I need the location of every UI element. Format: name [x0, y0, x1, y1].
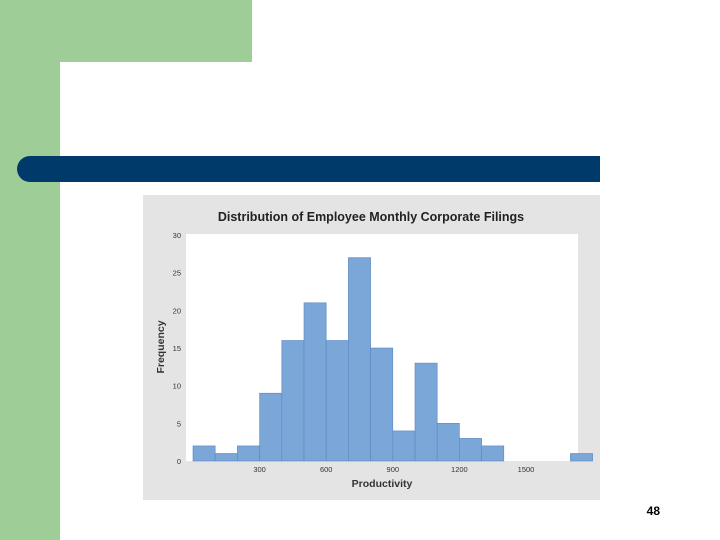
- y-tick-label: 10: [173, 382, 181, 391]
- x-axis-label: Productivity: [352, 478, 413, 490]
- histogram-bars: [192, 257, 593, 462]
- histogram-bar: [392, 430, 416, 462]
- x-tick-label: 300: [253, 465, 266, 474]
- x-tick-label: 900: [387, 465, 400, 474]
- top-accent-block: [0, 0, 252, 62]
- histogram-bar: [325, 340, 349, 462]
- title-bar: [17, 156, 600, 182]
- x-tick-label: 600: [320, 465, 333, 474]
- y-tick-label: 5: [177, 419, 181, 428]
- y-axis-label: Frequency: [155, 320, 167, 373]
- histogram-svg: Distribution of Employee Monthly Corpora…: [155, 210, 593, 490]
- histogram-bar: [370, 347, 394, 462]
- histogram-bar: [436, 423, 460, 462]
- y-tick-label: 15: [173, 344, 181, 353]
- x-tick-label: 1500: [518, 465, 535, 474]
- y-tick-label: 20: [173, 306, 181, 315]
- histogram-bar: [281, 340, 305, 462]
- x-tick-label: 1200: [451, 465, 468, 474]
- page-number: 48: [646, 504, 660, 518]
- chart-title: Distribution of Employee Monthly Corpora…: [218, 210, 524, 224]
- histogram-bar: [259, 392, 283, 462]
- histogram-bar: [414, 362, 438, 462]
- histogram-bar: [459, 438, 482, 462]
- histogram-bar: [237, 445, 260, 462]
- y-tick-labels: 0 5 10 15 20 25 30: [173, 231, 181, 466]
- histogram-bar: [348, 257, 371, 462]
- left-accent-strip: [0, 0, 60, 540]
- histogram-bar: [192, 445, 216, 462]
- y-tick-label: 30: [173, 231, 181, 240]
- y-tick-label: 0: [177, 457, 181, 466]
- histogram-bar: [214, 453, 238, 462]
- histogram-bar: [303, 302, 327, 462]
- histogram-bar: [570, 453, 593, 462]
- histogram-bar: [481, 445, 505, 462]
- y-tick-label: 25: [173, 269, 181, 278]
- x-tick-labels: 300 600 900 1200 1500: [253, 465, 534, 474]
- histogram-chart: Distribution of Employee Monthly Corpora…: [143, 195, 600, 500]
